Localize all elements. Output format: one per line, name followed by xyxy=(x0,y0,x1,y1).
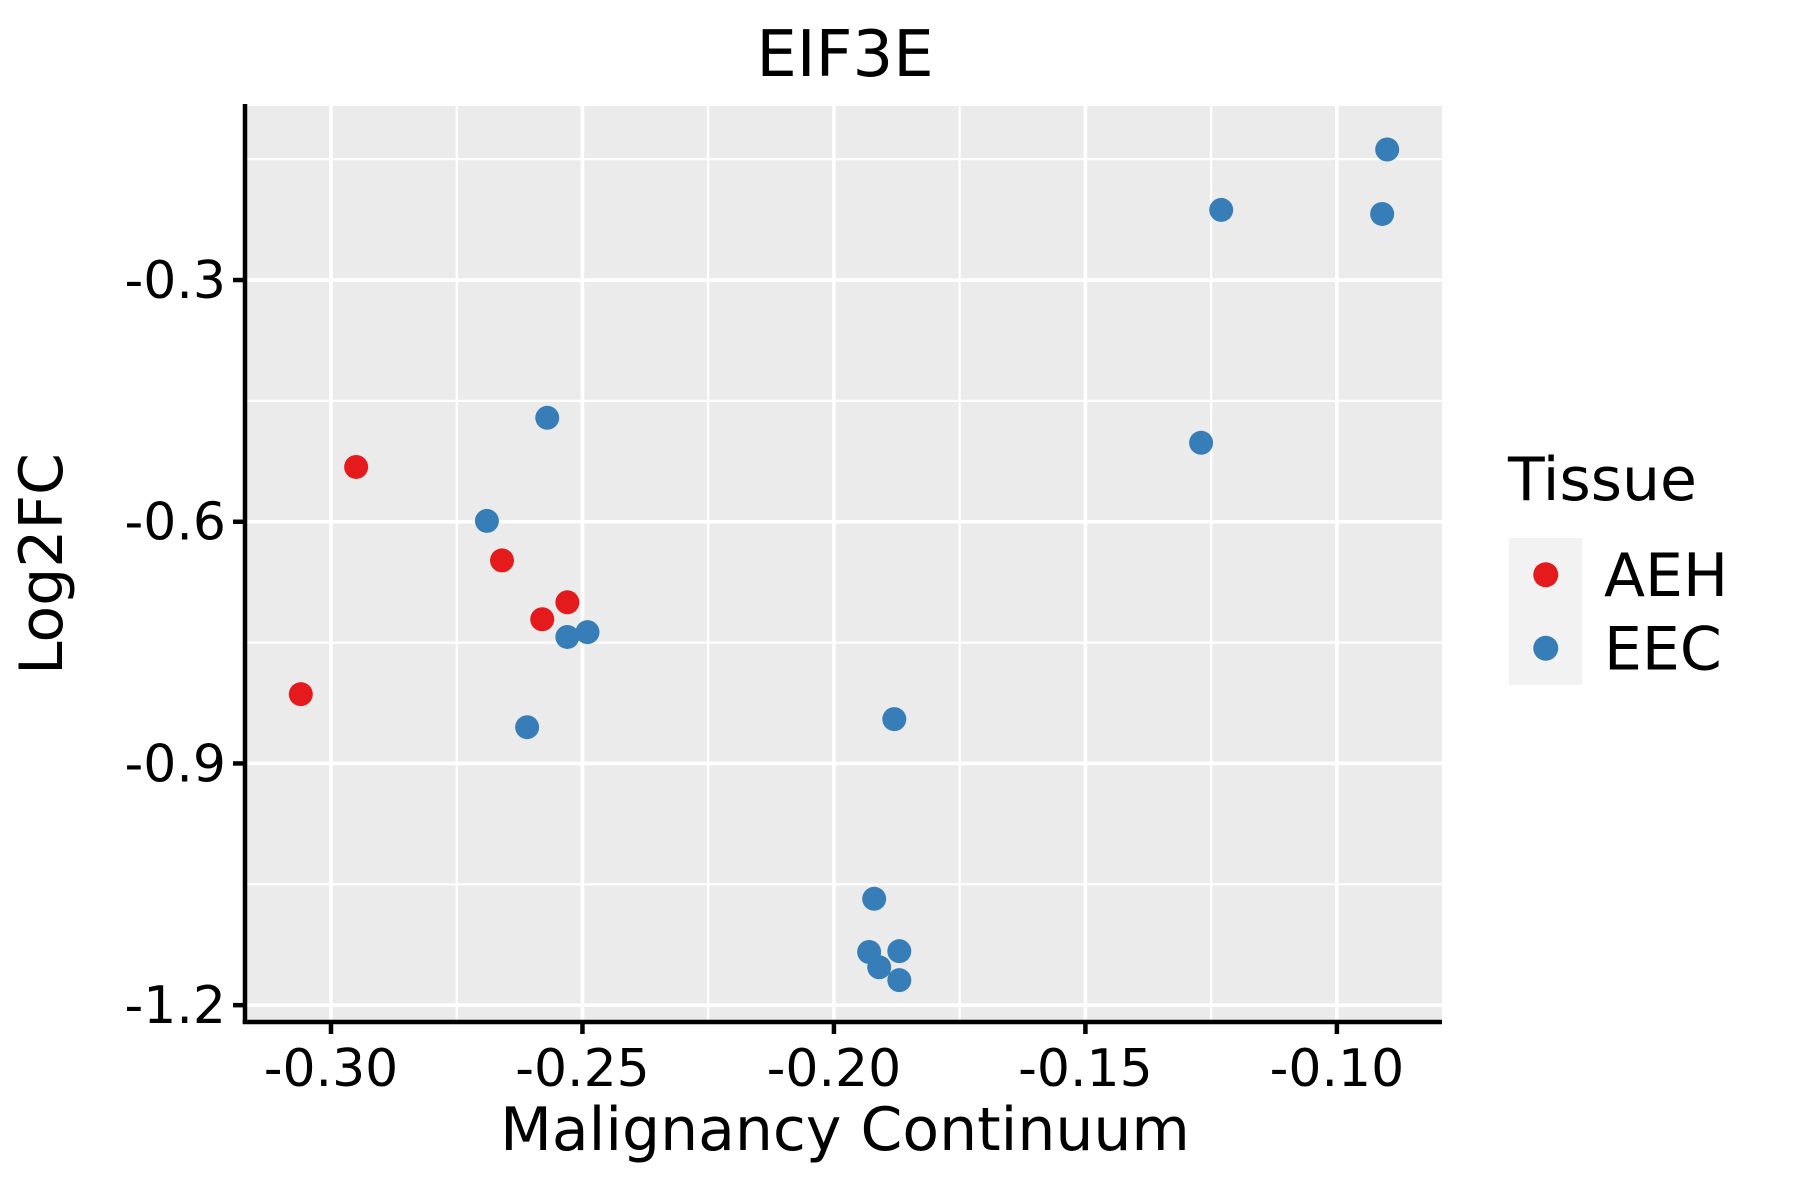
plot-panel xyxy=(247,106,1442,1022)
data-point-aeh xyxy=(344,454,369,479)
x-tick-label: -0.10 xyxy=(1270,1039,1405,1099)
legend-item-eec: EEC xyxy=(1509,611,1722,685)
data-point-eec xyxy=(887,939,912,964)
tick-labels: -0.30 -0.25 -0.20 -0.15 -0.10 -0.3 -0.6 -0.9 -1.… xyxy=(125,251,1405,1099)
legend-item-label: EEC xyxy=(1604,614,1722,684)
axis-lines xyxy=(242,104,1442,1025)
data-point-aeh xyxy=(530,607,555,632)
y-tick-label: -0.9 xyxy=(125,734,226,794)
data-point-aeh xyxy=(489,548,514,573)
y-tick-label: -0.6 xyxy=(125,493,226,553)
y-tick-label: -0.3 xyxy=(125,251,226,311)
x-tick-label: -0.25 xyxy=(515,1039,650,1099)
x-tick-label: -0.30 xyxy=(264,1039,399,1099)
y-axis-title: Log2FC xyxy=(7,453,77,675)
legend-title: Tissue xyxy=(1507,445,1697,515)
data-point-aeh xyxy=(555,590,580,615)
major-gridlines xyxy=(247,106,1442,1022)
data-point-eec xyxy=(887,968,912,993)
legend-item-aeh: AEH xyxy=(1509,538,1728,612)
data-point-eec xyxy=(555,624,580,649)
minor-gridlines xyxy=(247,106,1442,1022)
y-tick-label: -1.2 xyxy=(125,976,226,1036)
data-point-eec xyxy=(1375,137,1400,162)
data-point-eec xyxy=(535,405,560,430)
data-point-eec xyxy=(1209,197,1234,222)
data-point-eec xyxy=(575,620,600,645)
legend-key-dot xyxy=(1533,635,1559,661)
x-tick-label: -0.15 xyxy=(1018,1039,1153,1099)
data-point-eec xyxy=(867,955,892,980)
data-point-eec xyxy=(474,508,499,533)
data-point-eec xyxy=(862,886,887,911)
x-axis-title: Malignancy Continuum xyxy=(500,1095,1190,1165)
chart-title: EIF3E xyxy=(756,18,933,92)
data-point-aeh xyxy=(288,682,313,707)
x-tick-label: -0.20 xyxy=(767,1039,902,1099)
legend-key-dot xyxy=(1533,562,1559,588)
data-points xyxy=(288,137,1400,993)
data-point-eec xyxy=(1370,201,1395,226)
legend-item-label: AEH xyxy=(1604,541,1728,611)
data-point-eec xyxy=(515,715,540,740)
data-point-eec xyxy=(1189,430,1214,455)
data-point-eec xyxy=(882,707,907,732)
